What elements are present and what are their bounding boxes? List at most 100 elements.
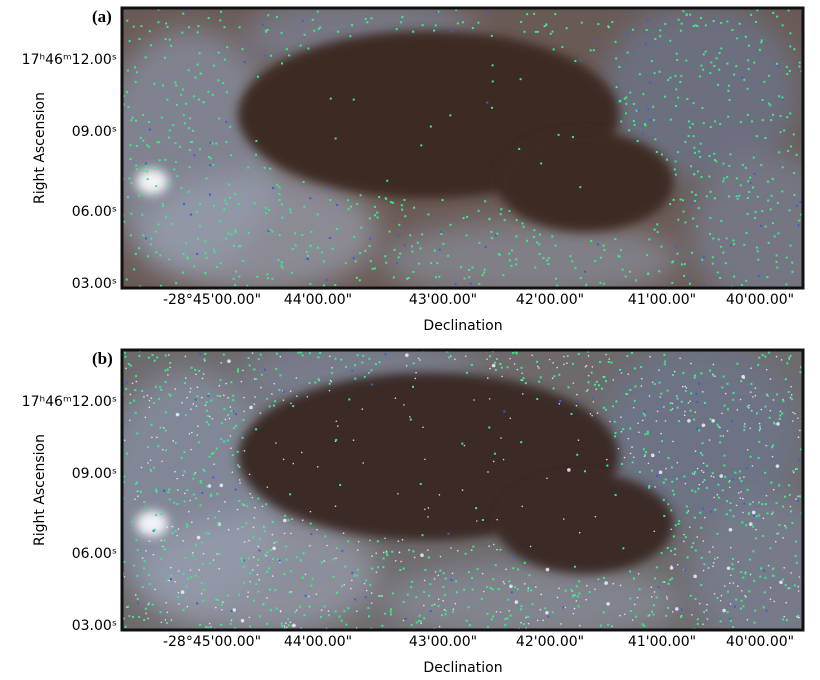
star — [713, 496, 715, 499]
star — [196, 386, 199, 388]
source-marker — [192, 95, 195, 98]
source-marker — [693, 199, 696, 202]
star — [220, 362, 223, 364]
source-marker — [429, 610, 432, 613]
source-marker — [624, 112, 627, 115]
star — [658, 451, 661, 453]
source-marker — [182, 114, 185, 117]
source-marker — [447, 356, 450, 359]
source-marker — [637, 109, 640, 112]
source-marker — [778, 151, 781, 154]
source-marker — [261, 603, 264, 606]
star — [658, 369, 660, 371]
source-marker — [160, 388, 163, 391]
source-marker — [439, 569, 442, 572]
source-marker — [629, 597, 632, 600]
y-tick-label: 03.00ˢ — [72, 618, 117, 634]
source-marker — [585, 390, 588, 393]
source-marker — [225, 202, 228, 205]
star — [184, 492, 186, 495]
source-marker — [390, 608, 393, 611]
source-marker — [187, 190, 190, 193]
source-marker — [585, 283, 588, 286]
source-marker — [278, 192, 281, 195]
source-marker — [575, 585, 578, 588]
source-marker — [149, 44, 152, 47]
source-marker — [747, 180, 750, 183]
source-marker — [144, 56, 147, 59]
source-marker — [189, 141, 192, 144]
source-marker — [180, 186, 183, 189]
source-marker — [412, 270, 415, 273]
source-marker — [209, 141, 212, 144]
star — [295, 609, 298, 611]
source-marker — [146, 144, 149, 147]
star — [722, 435, 725, 437]
y-tick-label: 03.00ˢ — [72, 276, 117, 292]
source-marker — [670, 509, 673, 512]
source-marker — [329, 199, 332, 202]
source-marker — [246, 284, 249, 287]
bright-blob — [136, 510, 168, 537]
source-marker — [740, 480, 743, 483]
source-marker — [726, 20, 729, 23]
source-marker — [208, 532, 211, 535]
star — [176, 477, 179, 480]
source-marker — [232, 244, 235, 247]
source-marker — [166, 579, 169, 582]
star — [676, 395, 678, 397]
source-marker — [423, 617, 426, 620]
source-marker — [787, 9, 790, 12]
source-marker — [186, 256, 189, 259]
source-marker — [435, 11, 438, 14]
star — [755, 528, 757, 531]
source-marker — [703, 284, 706, 287]
source-marker — [777, 232, 780, 235]
source-marker — [680, 75, 683, 78]
source-marker — [351, 571, 354, 574]
star — [674, 553, 676, 556]
source-marker — [279, 374, 282, 377]
source-marker — [253, 368, 256, 371]
source-marker — [661, 440, 664, 443]
source-marker — [754, 537, 757, 540]
star — [356, 549, 359, 551]
star — [672, 440, 674, 443]
source-marker — [722, 251, 725, 254]
source-marker — [577, 353, 580, 356]
source-marker — [185, 525, 188, 528]
source-marker — [182, 252, 185, 255]
star — [702, 623, 704, 626]
x-tick-label: 44'00.00" — [284, 292, 352, 308]
star — [702, 471, 705, 474]
star — [769, 586, 772, 589]
source-marker — [169, 394, 172, 397]
star — [585, 598, 587, 601]
source-marker — [792, 470, 795, 473]
source-marker — [798, 65, 801, 68]
source-marker — [672, 260, 675, 263]
star — [560, 623, 562, 625]
source-marker — [213, 64, 216, 67]
source-marker — [147, 356, 150, 359]
source-marker — [168, 129, 171, 132]
star — [708, 439, 711, 441]
source-marker — [510, 591, 513, 594]
star — [409, 416, 411, 418]
star — [202, 552, 205, 555]
source-marker — [280, 261, 283, 264]
source-marker — [235, 270, 238, 273]
source-marker — [684, 568, 687, 571]
source-marker — [660, 153, 663, 156]
star — [283, 625, 286, 627]
source-marker — [783, 129, 786, 132]
source-marker — [488, 426, 491, 429]
source-marker — [319, 26, 322, 29]
star — [665, 467, 667, 470]
source-marker — [134, 252, 137, 255]
star — [290, 532, 292, 535]
star — [737, 492, 740, 494]
source-marker — [150, 469, 153, 472]
source-marker — [651, 469, 654, 472]
source-marker — [207, 156, 210, 159]
